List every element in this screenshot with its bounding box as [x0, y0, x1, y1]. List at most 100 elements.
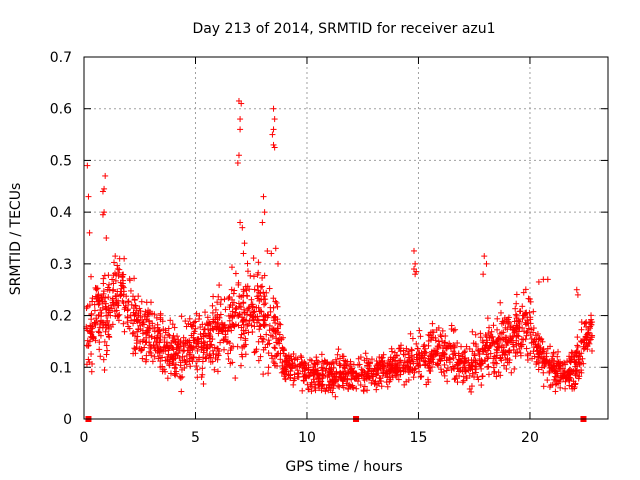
data-point — [538, 364, 545, 371]
data-point — [123, 293, 130, 300]
data-point — [574, 343, 581, 350]
data-point — [519, 324, 526, 331]
data-point — [167, 370, 174, 377]
data-point — [434, 361, 441, 368]
data-point — [215, 293, 222, 300]
data-point — [149, 310, 156, 317]
data-point — [176, 373, 183, 380]
data-point — [190, 319, 197, 326]
data-point — [336, 383, 343, 390]
data-point — [322, 388, 329, 395]
data-point — [132, 350, 139, 357]
data-point — [95, 298, 102, 305]
data-point — [91, 301, 98, 308]
data-point — [221, 346, 228, 353]
data-point — [196, 312, 203, 319]
data-point — [285, 371, 292, 378]
data-point — [240, 250, 247, 257]
data-point — [485, 371, 492, 378]
data-point — [88, 368, 95, 375]
data-point — [276, 320, 283, 327]
data-point — [514, 332, 521, 339]
data-point — [255, 338, 262, 345]
data-point — [206, 320, 213, 327]
data-point — [437, 357, 444, 364]
data-point — [255, 259, 262, 266]
data-point — [101, 366, 108, 373]
data-point — [211, 366, 218, 373]
data-point — [265, 350, 272, 357]
data-point — [270, 126, 277, 133]
data-point — [260, 193, 267, 200]
data-point — [454, 340, 461, 347]
data-point — [225, 324, 232, 331]
data-point — [112, 292, 119, 299]
data-point — [191, 328, 198, 335]
data-point — [459, 364, 466, 371]
data-point — [271, 328, 278, 335]
data-point — [91, 307, 98, 314]
data-point — [243, 287, 250, 294]
data-point — [544, 276, 551, 283]
data-point — [513, 291, 520, 298]
data-point — [556, 363, 563, 370]
data-point — [291, 356, 298, 363]
data-point — [225, 350, 232, 357]
data-point — [119, 274, 126, 281]
data-point — [446, 354, 453, 361]
data-point — [315, 381, 322, 388]
data-point — [555, 358, 562, 365]
data-point — [194, 336, 201, 343]
data-point — [125, 298, 132, 305]
data-point — [137, 313, 144, 320]
data-point — [512, 305, 519, 312]
data-point — [171, 324, 178, 331]
data-point — [512, 311, 519, 318]
data-point — [377, 365, 384, 372]
data-point — [395, 345, 402, 352]
data-point — [416, 327, 423, 334]
data-point — [241, 330, 248, 337]
data-point — [172, 361, 179, 368]
data-point — [146, 348, 153, 355]
data-point — [177, 374, 184, 381]
data-point — [417, 333, 424, 340]
data-point — [457, 358, 464, 365]
y-tick-label: 0.1 — [50, 360, 72, 376]
y-tick-label: 0.5 — [50, 153, 72, 169]
data-point — [238, 293, 245, 300]
data-point — [305, 373, 312, 380]
data-point — [122, 304, 129, 311]
data-point — [258, 308, 265, 315]
data-point — [272, 298, 279, 305]
data-point — [287, 364, 294, 371]
data-point — [569, 350, 576, 357]
data-point — [187, 343, 194, 350]
data-point — [140, 321, 147, 328]
data-point — [378, 383, 385, 390]
data-point — [282, 352, 289, 359]
data-point — [511, 329, 518, 336]
data-point — [412, 260, 419, 267]
data-point — [235, 300, 242, 307]
y-tick-label: 0.4 — [50, 205, 72, 221]
data-point — [491, 368, 498, 375]
data-point — [327, 386, 334, 393]
data-point — [408, 347, 415, 354]
data-point — [500, 347, 507, 354]
data-point — [226, 317, 233, 324]
data-point — [276, 335, 283, 342]
data-point — [180, 334, 187, 341]
data-point — [270, 105, 277, 112]
data-point — [344, 375, 351, 382]
data-point — [170, 353, 177, 360]
data-point — [488, 328, 495, 335]
data-point — [240, 327, 247, 334]
data-point — [204, 351, 211, 358]
data-point — [550, 364, 557, 371]
data-point — [181, 365, 188, 372]
data-point — [511, 365, 518, 372]
data-point — [333, 358, 340, 365]
data-point — [442, 332, 449, 339]
data-point — [277, 321, 284, 328]
